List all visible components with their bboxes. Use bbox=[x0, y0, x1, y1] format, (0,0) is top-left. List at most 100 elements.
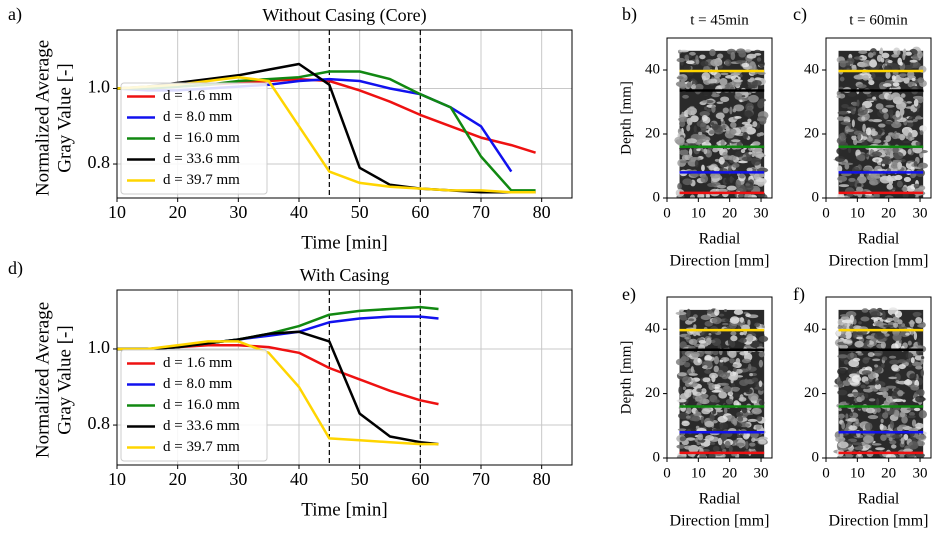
ct-grain bbox=[755, 424, 762, 430]
ct-grain bbox=[881, 356, 888, 361]
ct-grain bbox=[679, 341, 687, 349]
ct-grain bbox=[741, 156, 753, 162]
ct-grain bbox=[841, 319, 853, 323]
ct-grain bbox=[838, 408, 842, 412]
x-axis-label: Radial bbox=[699, 231, 741, 248]
y-axis-label: Normalized Average bbox=[32, 40, 53, 196]
ct-grain bbox=[739, 317, 744, 323]
ct-grain bbox=[713, 365, 719, 373]
ct-grain bbox=[720, 72, 729, 76]
ct-grain bbox=[903, 77, 910, 84]
legend-label: d = 16.0 mm bbox=[163, 397, 240, 413]
ct-grain bbox=[729, 357, 735, 364]
ct-grain bbox=[717, 369, 724, 377]
ct-grain bbox=[754, 151, 765, 159]
ct-grain bbox=[720, 96, 730, 103]
ct-grain bbox=[896, 50, 901, 56]
panel-label: c) bbox=[793, 4, 807, 25]
ct-grain bbox=[906, 101, 912, 104]
ct-grain bbox=[855, 140, 863, 144]
chart-title: With Casing bbox=[300, 265, 390, 285]
ct-grain bbox=[913, 161, 918, 167]
x-axis-label: Radial bbox=[858, 231, 900, 248]
ct-grain bbox=[694, 395, 703, 402]
ct-grain bbox=[720, 432, 728, 442]
ct-grain bbox=[733, 79, 743, 83]
ct-grain bbox=[709, 441, 716, 445]
ct-grain bbox=[885, 71, 891, 79]
ct-grain bbox=[704, 354, 713, 361]
ct-grain bbox=[891, 364, 899, 372]
ct-grain bbox=[745, 183, 751, 186]
ct-grain bbox=[737, 193, 745, 198]
ct-grain bbox=[739, 173, 745, 179]
ct-grain bbox=[886, 183, 894, 190]
ct-grain bbox=[841, 422, 846, 430]
axes-frame bbox=[825, 296, 932, 459]
x-tick-label: 40 bbox=[290, 202, 308, 222]
ct-grain bbox=[839, 76, 845, 82]
ct-grain bbox=[733, 309, 744, 316]
ct-grain bbox=[843, 359, 849, 365]
ct-grain bbox=[708, 80, 714, 84]
ct-grain bbox=[913, 183, 920, 189]
ct-grain bbox=[885, 104, 895, 108]
ct-grain bbox=[847, 92, 857, 97]
ct-grain bbox=[718, 156, 725, 165]
ct-grain bbox=[917, 50, 923, 59]
ct-grain bbox=[719, 359, 724, 363]
ct-grain bbox=[716, 411, 725, 416]
ct-grain bbox=[917, 338, 921, 346]
ct-grain bbox=[714, 356, 720, 365]
ct-grain bbox=[861, 139, 865, 142]
ct-grain bbox=[919, 125, 927, 132]
ct-grain bbox=[696, 388, 703, 393]
ct-grain bbox=[912, 118, 918, 123]
y-tick-label: 20 bbox=[804, 125, 819, 141]
ct-grain bbox=[879, 175, 891, 184]
ct-grain bbox=[913, 331, 918, 341]
ct-grain bbox=[907, 340, 912, 346]
ct-grain bbox=[884, 146, 892, 155]
ct-grain bbox=[717, 194, 724, 198]
ct-grain bbox=[700, 60, 709, 67]
x-tick-label: 10 bbox=[691, 465, 706, 481]
ct-grain bbox=[739, 99, 743, 103]
x-tick-label: 60 bbox=[411, 202, 429, 222]
ct-grain bbox=[751, 408, 762, 415]
ct-grain bbox=[869, 59, 878, 68]
ct-grain bbox=[685, 388, 694, 393]
ct-grain bbox=[870, 172, 880, 180]
ct-grain bbox=[738, 50, 747, 58]
plot-area bbox=[675, 308, 769, 458]
ct-grain bbox=[899, 411, 906, 418]
x-tick-label: 50 bbox=[351, 202, 369, 222]
ct-grain bbox=[853, 56, 863, 60]
ct-grain bbox=[722, 107, 729, 114]
ct-grain bbox=[732, 367, 737, 372]
ct-grain bbox=[910, 357, 915, 364]
ct-grain bbox=[865, 127, 872, 136]
ct-grain bbox=[757, 100, 765, 109]
ct-grain bbox=[852, 101, 858, 107]
ct-grain bbox=[852, 368, 860, 371]
ct-grain bbox=[917, 324, 926, 328]
ct-grain bbox=[688, 318, 695, 322]
ct-grain bbox=[850, 352, 854, 359]
ct-grain bbox=[756, 415, 763, 422]
ct-grain bbox=[734, 153, 744, 157]
ct-grain bbox=[875, 159, 879, 162]
y-tick-label: 20 bbox=[645, 385, 660, 401]
ct-grain bbox=[748, 393, 759, 401]
ct-grain bbox=[701, 408, 711, 415]
panel-label: e) bbox=[622, 284, 636, 305]
ct-grain bbox=[901, 415, 908, 424]
x-tick-label: 10 bbox=[108, 469, 126, 489]
ct-grain bbox=[846, 57, 855, 65]
ct-grain bbox=[896, 180, 903, 188]
x-tick-label: 0 bbox=[822, 205, 830, 221]
ct-grain bbox=[676, 399, 687, 403]
ct-grain bbox=[716, 101, 724, 104]
ct-texture bbox=[833, 307, 928, 458]
x-tick-label: 30 bbox=[754, 465, 769, 481]
